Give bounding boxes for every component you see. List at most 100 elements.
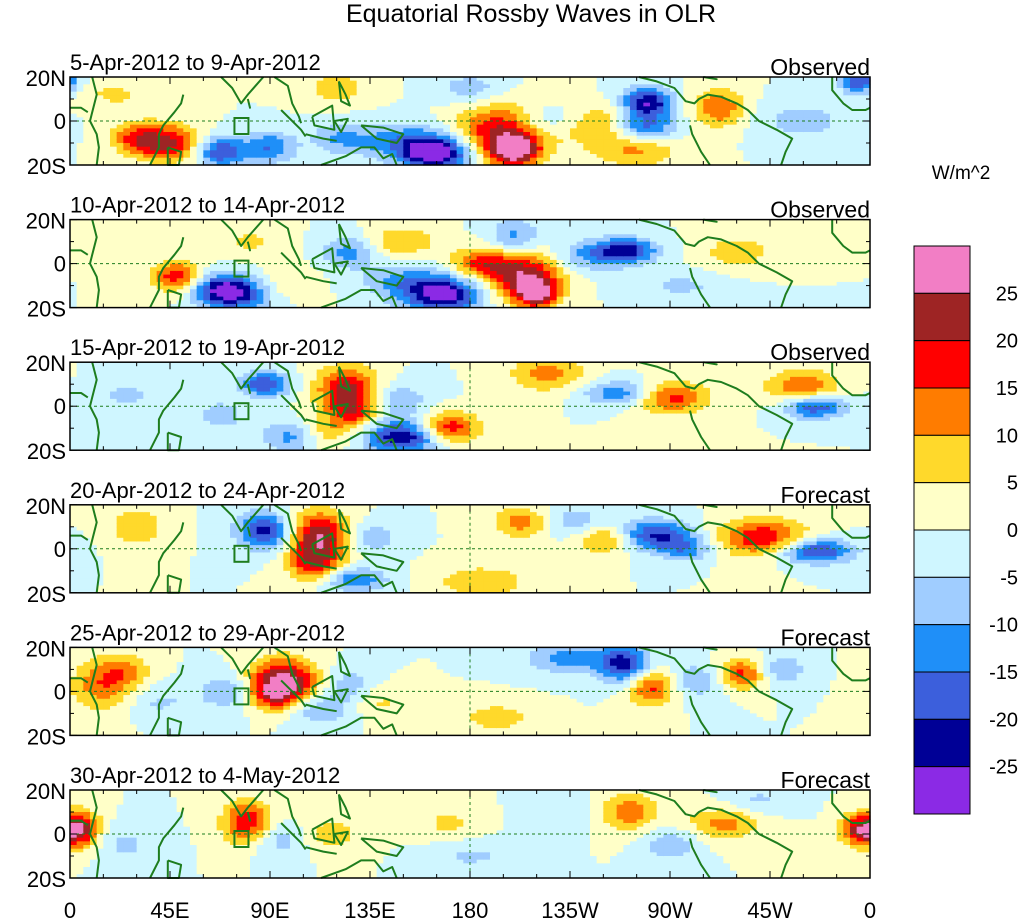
field-cell xyxy=(597,264,604,268)
field-cell xyxy=(850,150,857,154)
field-cell xyxy=(570,245,577,249)
field-cell xyxy=(130,231,137,235)
field-cell xyxy=(457,267,464,271)
field-cell xyxy=(190,297,197,301)
field-cell xyxy=(403,267,410,271)
field-cell xyxy=(237,297,244,301)
field-cell xyxy=(350,136,357,140)
field-cell xyxy=(483,249,490,253)
field-cell xyxy=(490,128,497,132)
field-cell xyxy=(110,249,117,253)
field-cell xyxy=(297,99,304,103)
field-cell xyxy=(497,293,504,297)
field-cell xyxy=(243,278,250,282)
field-cell xyxy=(770,95,777,99)
field-cell xyxy=(270,264,277,268)
field-cell xyxy=(603,282,610,286)
field-cell xyxy=(170,231,177,235)
field-cell xyxy=(597,128,604,132)
field-cell xyxy=(663,121,670,125)
field-cell xyxy=(850,128,857,132)
field-cell xyxy=(710,99,717,103)
field-cell xyxy=(210,282,217,286)
field-cell xyxy=(383,103,390,107)
field-cell xyxy=(177,136,184,140)
field-cell xyxy=(450,253,457,257)
field-cell xyxy=(770,132,777,136)
field-cell xyxy=(783,92,790,96)
field-cell xyxy=(737,99,744,103)
field-cell xyxy=(577,95,584,99)
field-cell xyxy=(657,143,664,147)
field-cell xyxy=(457,92,464,96)
field-cell xyxy=(823,81,830,85)
field-cell xyxy=(110,271,117,275)
field-cell xyxy=(403,150,410,154)
field-cell xyxy=(123,242,130,246)
field-cell xyxy=(603,289,610,293)
field-cell xyxy=(403,106,410,110)
field-cell xyxy=(130,84,137,88)
field-cell xyxy=(637,139,644,143)
field-cell xyxy=(237,147,244,151)
field-cell xyxy=(437,150,444,154)
field-cell xyxy=(403,81,410,85)
field-cell xyxy=(137,147,144,151)
field-cell xyxy=(377,99,384,103)
field-cell xyxy=(77,114,84,118)
field-cell xyxy=(203,227,210,231)
field-cell xyxy=(803,106,810,110)
field-cell xyxy=(570,275,577,279)
field-cell xyxy=(423,231,430,235)
field-cell xyxy=(583,147,590,151)
field-cell xyxy=(123,150,130,154)
field-cell xyxy=(77,143,84,147)
field-cell xyxy=(377,286,384,290)
field-cell xyxy=(257,125,264,129)
field-cell xyxy=(617,110,624,114)
field-cell xyxy=(563,289,570,293)
field-cell xyxy=(103,95,110,99)
field-cell xyxy=(303,147,310,151)
field-cell xyxy=(617,223,624,227)
field-cell xyxy=(437,264,444,268)
field-cell xyxy=(490,158,497,162)
field-cell xyxy=(357,231,364,235)
field-cell xyxy=(357,88,364,92)
field-cell xyxy=(150,81,157,85)
field-cell xyxy=(603,110,610,114)
field-cell xyxy=(443,293,450,297)
field-cell xyxy=(243,128,250,132)
field-cell xyxy=(810,88,817,92)
field-cell xyxy=(757,136,764,140)
field-cell xyxy=(383,88,390,92)
field-cell xyxy=(77,234,84,238)
field-cell xyxy=(363,249,370,253)
field-cell xyxy=(717,121,724,125)
field-cell xyxy=(577,88,584,92)
field-cell xyxy=(497,282,504,286)
field-cell xyxy=(303,286,310,290)
field-cell xyxy=(857,136,864,140)
field-cell xyxy=(317,264,324,268)
field-cell xyxy=(97,238,104,242)
field-cell xyxy=(757,147,764,151)
field-cell xyxy=(117,278,124,282)
field-cell xyxy=(583,256,590,260)
field-cell xyxy=(250,238,257,242)
field-cell xyxy=(490,106,497,110)
field-cell xyxy=(223,106,230,110)
field-cell xyxy=(763,143,770,147)
field-cell xyxy=(343,286,350,290)
field-cell xyxy=(497,275,504,279)
field-cell xyxy=(803,139,810,143)
field-cell xyxy=(397,110,404,114)
field-cell xyxy=(317,99,324,103)
field-cell xyxy=(417,223,424,227)
field-cell xyxy=(203,245,210,249)
field-cell xyxy=(197,231,204,235)
field-cell xyxy=(137,99,144,103)
field-cell xyxy=(143,103,150,107)
field-cell xyxy=(203,121,210,125)
field-cell xyxy=(317,103,324,107)
